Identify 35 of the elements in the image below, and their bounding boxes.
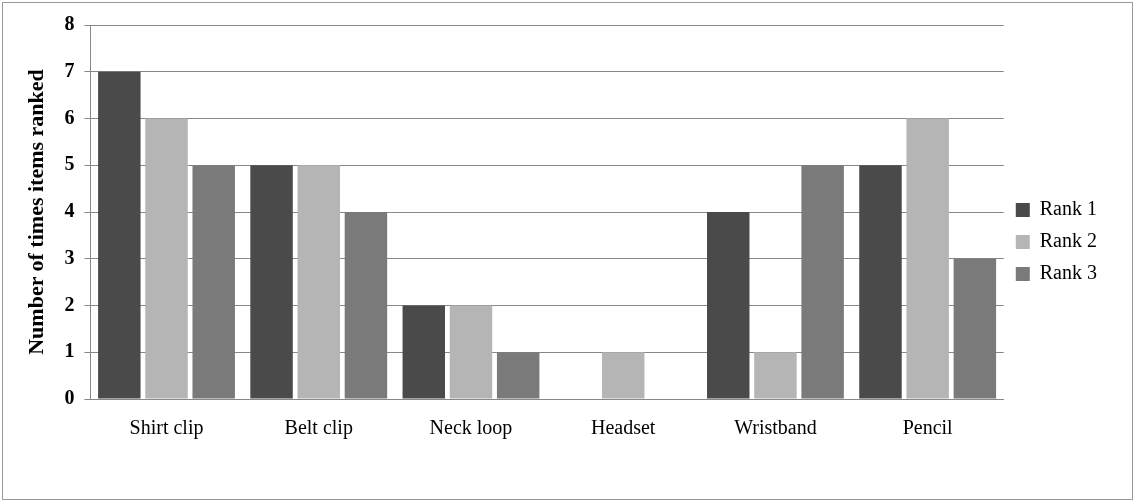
x-tick-label: Wristband	[734, 416, 817, 439]
bar	[344, 212, 388, 399]
y-tick-label: 7	[64, 58, 75, 81]
legend-label: Rank 3	[1039, 261, 1097, 284]
bar	[496, 352, 540, 399]
bar	[906, 118, 949, 399]
x-tick-label: Headset	[591, 416, 656, 439]
bar	[145, 118, 188, 399]
x-tick-label: Pencil	[902, 416, 954, 439]
x-tick-label: Neck loop	[429, 416, 513, 440]
y-tick-label: 0	[64, 386, 75, 409]
x-tick-label: Shirt clip	[129, 416, 204, 440]
y-tick-label: 3	[64, 245, 75, 268]
bar	[953, 258, 997, 399]
bar	[449, 305, 493, 399]
legend-label: Rank 2	[1039, 229, 1097, 252]
y-tick-label: 8	[64, 12, 75, 35]
y-tick-label: 6	[64, 105, 75, 128]
bar	[801, 165, 844, 399]
y-tick-label: 2	[64, 292, 75, 315]
bar	[402, 305, 446, 399]
bar	[297, 165, 340, 399]
bar	[250, 165, 293, 399]
bar	[754, 352, 797, 399]
bar	[859, 165, 902, 399]
x-tick-label: Belt clip	[284, 416, 353, 440]
legend-label: Rank 1	[1039, 197, 1097, 220]
bar	[98, 71, 141, 399]
y-tick-label: 4	[64, 199, 75, 222]
bar	[192, 165, 235, 399]
y-axis-title: Number of times items ranked	[22, 69, 48, 355]
bar	[601, 352, 645, 399]
bar	[707, 212, 750, 399]
y-tick-label: 5	[64, 152, 75, 175]
y-tick-label: 1	[64, 339, 75, 362]
